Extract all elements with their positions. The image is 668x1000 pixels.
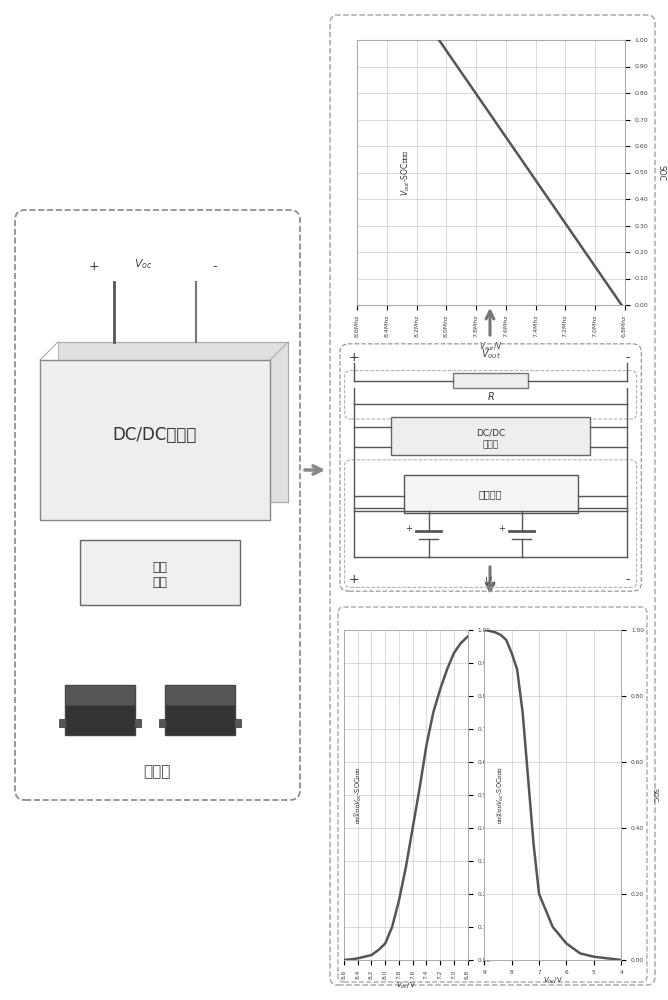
Text: +: +	[349, 351, 359, 364]
Text: R: R	[487, 392, 494, 402]
Bar	[80, 540, 240, 605]
Bar	[454, 373, 528, 388]
Bar	[58, 342, 288, 502]
Text: $V_n$: $V_n$	[484, 575, 497, 589]
FancyBboxPatch shape	[330, 15, 655, 985]
Text: DC/DC变换器: DC/DC变换器	[113, 426, 197, 444]
Bar	[65, 685, 135, 705]
Text: 均衡: 均衡	[152, 561, 168, 574]
Text: DC/DC: DC/DC	[476, 429, 505, 438]
Bar	[65, 685, 135, 735]
Bar	[159, 719, 166, 727]
Bar	[403, 475, 578, 513]
Text: +: +	[349, 573, 359, 586]
Text: +: +	[88, 260, 99, 273]
Bar	[134, 719, 141, 727]
Text: 变换器: 变换器	[482, 440, 499, 449]
Y-axis label: SOC: SOC	[498, 788, 504, 802]
Text: 均衡电路: 均衡电路	[479, 489, 502, 499]
Text: -: -	[212, 260, 216, 273]
Text: $V_{oc}$: $V_{oc}$	[134, 257, 153, 271]
Text: $V_{out}$-SOC关系图: $V_{out}$-SOC关系图	[399, 149, 411, 196]
Y-axis label: SOC: SOC	[651, 788, 657, 802]
Bar	[165, 685, 235, 705]
X-axis label: $V_{out}$/V: $V_{out}$/V	[479, 340, 503, 353]
X-axis label: $V_{oc}$/V: $V_{oc}$/V	[396, 980, 415, 991]
Text: +: +	[498, 524, 505, 533]
Text: -: -	[625, 351, 629, 364]
Bar	[40, 360, 270, 520]
Text: 某型②电池$V_{oc}$-SOC关系图: 某型②电池$V_{oc}$-SOC关系图	[496, 766, 506, 824]
Text: 电路: 电路	[152, 576, 168, 589]
Bar	[165, 685, 235, 735]
Text: 锂电池: 锂电池	[144, 764, 171, 780]
Text: 某型①电池$V_{oc}$-SOC关系图: 某型①电池$V_{oc}$-SOC关系图	[353, 766, 365, 824]
Text: $V_{out}$: $V_{out}$	[481, 347, 500, 361]
X-axis label: $V_{oc}$/V: $V_{oc}$/V	[543, 976, 562, 986]
FancyBboxPatch shape	[338, 607, 647, 982]
Y-axis label: SOC: SOC	[657, 165, 665, 180]
Bar	[234, 719, 241, 727]
Text: -: -	[625, 573, 629, 586]
Bar	[391, 416, 590, 455]
Bar	[59, 719, 66, 727]
Text: +: +	[405, 524, 411, 533]
FancyBboxPatch shape	[15, 210, 300, 800]
